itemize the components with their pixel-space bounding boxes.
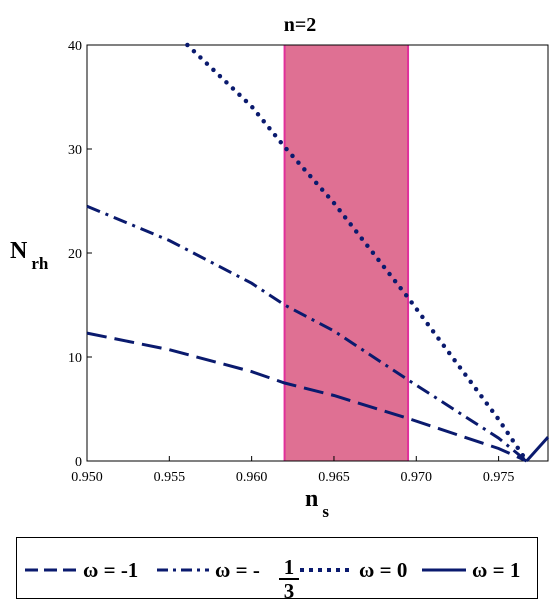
legend: ω = -1 ω = - 1 3 ω = 0 ω = 1 — [16, 537, 538, 603]
legend-label-dashed: ω = -1 — [83, 558, 139, 582]
y-tick-label: 30 — [68, 143, 82, 158]
chart-title: n=2 — [284, 14, 317, 36]
x-axis-label-sub: s — [322, 502, 329, 521]
legend-label-dashdot: ω = - — [215, 558, 260, 582]
series-line-dashdot — [86, 204, 528, 463]
x-tick-label: 0.960 — [236, 470, 268, 485]
legend-swatch-solid — [422, 568, 466, 572]
y-tick-label: 20 — [68, 247, 82, 262]
legend-fraction-denominator: 3 — [283, 579, 295, 603]
tick-layer: 0.950 0.955 0.960 0.965 0.970 0.975 0 10 20 30 40 — [68, 39, 514, 485]
legend-fraction-numerator: 1 — [279, 556, 299, 580]
y-axis-label-sub: rh — [31, 254, 49, 273]
y-tick-label: 10 — [68, 351, 82, 366]
series-line-solid — [525, 436, 550, 463]
x-axis-label-main: n — [305, 486, 318, 512]
y-axis-label-main: N — [10, 238, 28, 264]
x-tick-label: 0.970 — [401, 470, 433, 485]
shaded-band-layer — [283, 45, 410, 461]
x-tick-label: 0.955 — [154, 470, 186, 485]
series-line-dotted — [185, 42, 529, 464]
legend-swatch-dashed — [25, 568, 77, 572]
legend-label-dotted: ω = 0 — [359, 558, 408, 582]
shaded-band — [284, 45, 409, 461]
x-tick-label: 0.975 — [483, 470, 515, 485]
x-axis-label: n s — [305, 486, 329, 521]
series-line-dashed — [86, 331, 528, 463]
y-axis-label: N rh — [10, 238, 49, 273]
x-tick-label: 0.965 — [318, 470, 350, 485]
legend-swatch-dotted — [300, 568, 353, 572]
y-tick-label: 40 — [68, 39, 82, 54]
y-tick-label: 0 — [75, 455, 82, 470]
chart: 0.950 0.955 0.960 0.965 0.970 0.975010203040 … — [10, 14, 550, 521]
series-layer — [86, 42, 550, 464]
legend-label-solid: ω = 1 — [472, 558, 521, 582]
x-tick-label: 0.950 — [71, 470, 103, 485]
legend-swatch-dashdot — [157, 568, 209, 572]
